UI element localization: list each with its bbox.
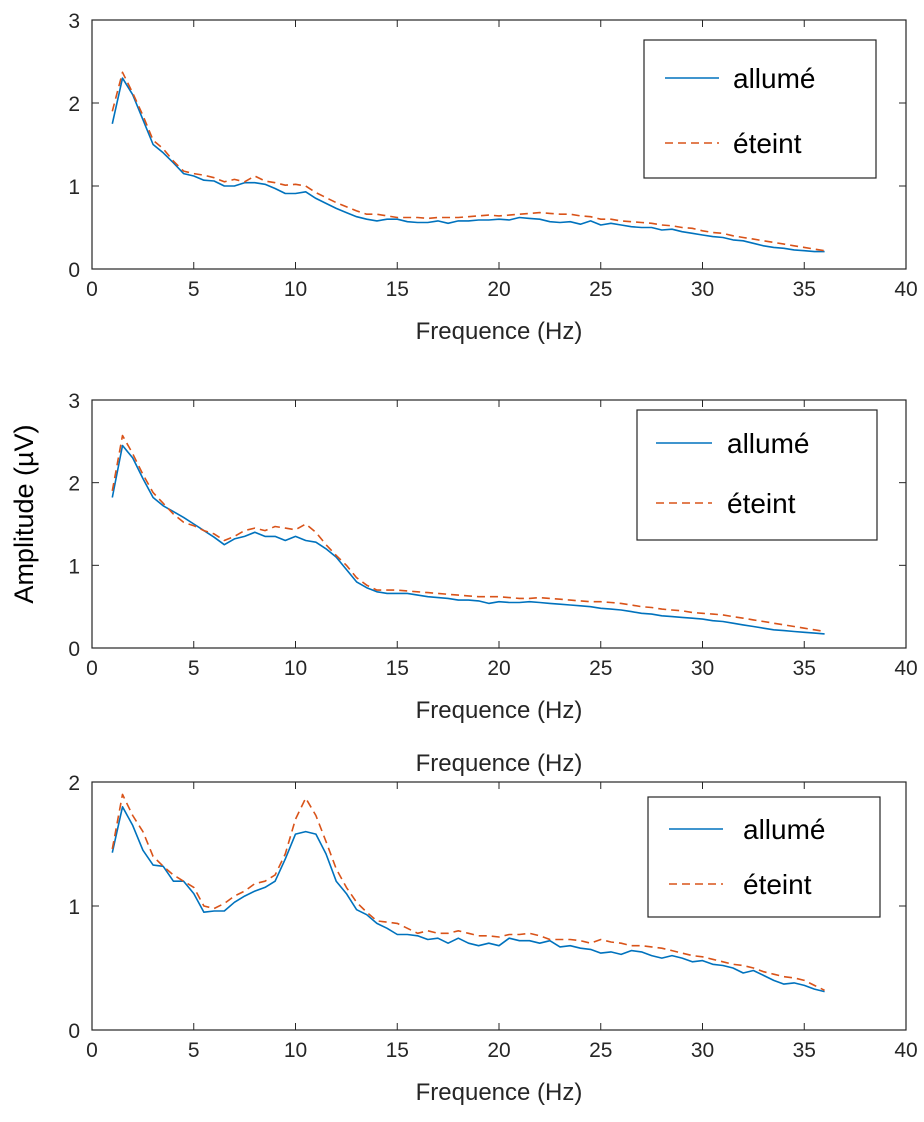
- legend: allumé éteint: [636, 409, 878, 541]
- x-tick-label: 0: [86, 657, 98, 680]
- x-tick-label: 20: [487, 657, 510, 680]
- y-tick-label: 0: [68, 259, 80, 282]
- x-axis-label: Frequence (Hz): [416, 1079, 583, 1106]
- x-tick-label: 30: [691, 657, 714, 680]
- chart-title: Frequence (Hz): [416, 750, 583, 777]
- y-tick-label: 2: [68, 772, 80, 795]
- legend-box: [643, 39, 877, 179]
- legend-entry-label: éteint: [733, 128, 802, 159]
- series-line-allume: [111, 77, 825, 253]
- y-tick-label: 1: [68, 176, 80, 199]
- y-tick-label: 2: [68, 473, 80, 496]
- x-tick-label: 30: [691, 278, 714, 301]
- legend-entry-label: allumé: [727, 428, 809, 459]
- legend-entry-label: allumé: [743, 814, 825, 845]
- x-tick-label: 25: [589, 657, 612, 680]
- x-tick-label: 35: [793, 657, 816, 680]
- y-tick-label: 3: [68, 10, 80, 33]
- x-axis-label: Frequence (Hz): [416, 318, 583, 345]
- series-line-eteint: [111, 434, 825, 633]
- legend-entry-label: éteint: [743, 869, 812, 900]
- y-tick-label: 3: [68, 390, 80, 413]
- legend: allumé éteint: [647, 796, 881, 918]
- x-tick-label: 40: [894, 1039, 917, 1062]
- x-tick-label: 20: [487, 1039, 510, 1062]
- legend-entry-label: éteint: [727, 488, 796, 519]
- x-tick-label: 10: [284, 278, 307, 301]
- y-tick-label: 0: [68, 1020, 80, 1043]
- x-tick-label: 5: [188, 1039, 200, 1062]
- x-tick-label: 15: [386, 657, 409, 680]
- y-tick-label: 1: [68, 555, 80, 578]
- x-tick-label: 15: [386, 278, 409, 301]
- x-tick-label: 20: [487, 278, 510, 301]
- x-axis-label: Frequence (Hz): [416, 697, 583, 724]
- legend-box: [647, 796, 881, 918]
- legend-entry-label: allumé: [733, 63, 815, 94]
- y-tick-label: 1: [68, 896, 80, 919]
- x-tick-label: 15: [386, 1039, 409, 1062]
- x-tick-label: 5: [188, 278, 200, 301]
- x-tick-label: 40: [894, 657, 917, 680]
- series-line-eteint: [111, 793, 825, 992]
- x-tick-label: 40: [894, 278, 917, 301]
- x-tick-label: 25: [589, 1039, 612, 1062]
- shared-y-axis-label: Amplitude (µV): [9, 424, 39, 603]
- legend: allumé éteint: [643, 39, 877, 179]
- x-tick-label: 5: [188, 657, 200, 680]
- x-tick-label: 25: [589, 278, 612, 301]
- legend-box: [636, 409, 878, 541]
- x-tick-label: 10: [284, 657, 307, 680]
- y-tick-label: 2: [68, 93, 80, 116]
- x-tick-label: 35: [793, 278, 816, 301]
- x-tick-label: 0: [86, 278, 98, 301]
- x-tick-label: 10: [284, 1039, 307, 1062]
- y-tick-label: 0: [68, 638, 80, 661]
- series-line-allume: [111, 444, 825, 635]
- chart-panel-3: 0 5 10 15 20 25 30 35 40 0 1 2 Frequence (Hz) Frequen…: [68, 750, 917, 1106]
- series-line-allume: [111, 805, 825, 993]
- chart-panel-2: 0 5 10 15 20 25 30 35 40 0 1 2 3 Frequence (Hz) allumé…: [68, 390, 917, 724]
- series-line-eteint: [111, 71, 825, 252]
- x-tick-label: 0: [86, 1039, 98, 1062]
- x-tick-label: 30: [691, 1039, 714, 1062]
- chart-panel-1: 0 5 10 15 20 25 30 35 40 0 1 2 3 Frequence (Hz) allumé…: [68, 10, 917, 345]
- x-tick-label: 35: [793, 1039, 816, 1062]
